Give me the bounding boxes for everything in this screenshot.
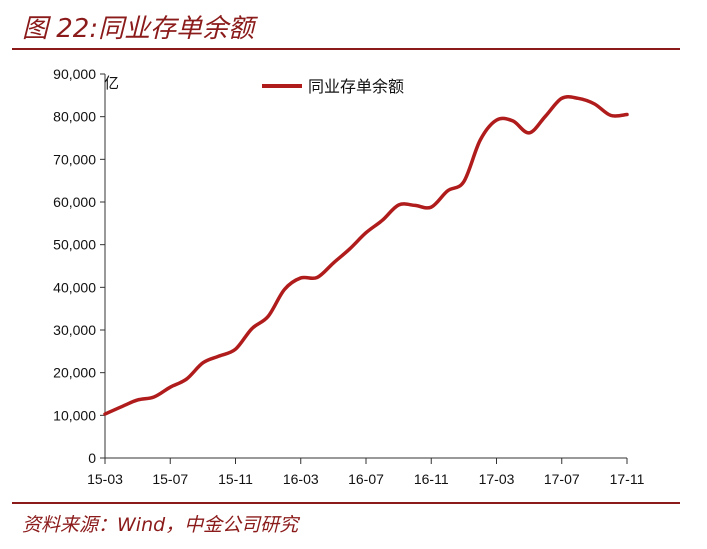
x-axis: 15-03 15-07 15-11 16-03 16-07 16-11 17-03 17-07…	[87, 457, 645, 487]
source-note: 资料来源：Wind，中金公司研究	[22, 514, 299, 536]
y-axis: 0 10,000 20,000 30,000 40,000 50,000 60,000 70,…	[53, 66, 106, 466]
y-tick-label: 60,000	[53, 194, 96, 210]
legend-label: 同业存单余额	[308, 77, 404, 96]
y-tick-label: 10,000	[53, 407, 96, 423]
y-axis-unit-label: 亿	[104, 74, 119, 92]
y-tick-label: 20,000	[53, 365, 96, 381]
y-tick-label: 50,000	[53, 237, 96, 253]
y-tick-label: 90,000	[53, 66, 96, 82]
y-tick-label: 80,000	[53, 109, 96, 125]
x-tick-label: 17-07	[544, 471, 580, 487]
source-divider	[12, 502, 680, 504]
x-tick-label: 17-11	[610, 471, 645, 487]
x-tick-label: 15-11	[218, 471, 253, 487]
y-tick-label: 0	[88, 450, 96, 466]
y-tick-label: 30,000	[53, 322, 96, 338]
x-tick-label: 15-07	[152, 471, 188, 487]
x-tick-label: 15-03	[87, 471, 123, 487]
series-layer	[103, 95, 629, 416]
series-line	[103, 95, 629, 416]
x-tick-label: 16-03	[283, 471, 319, 487]
y-tick-label: 70,000	[53, 151, 96, 167]
title-divider	[12, 48, 680, 50]
legend: 同业存单余额	[262, 77, 404, 96]
y-tick-label: 40,000	[53, 279, 96, 295]
x-tick-label: 17-03	[479, 471, 515, 487]
figure-title: 图 22:同业存单余额	[22, 14, 255, 44]
x-tick-label: 16-07	[348, 471, 384, 487]
x-tick-label: 16-11	[414, 471, 449, 487]
